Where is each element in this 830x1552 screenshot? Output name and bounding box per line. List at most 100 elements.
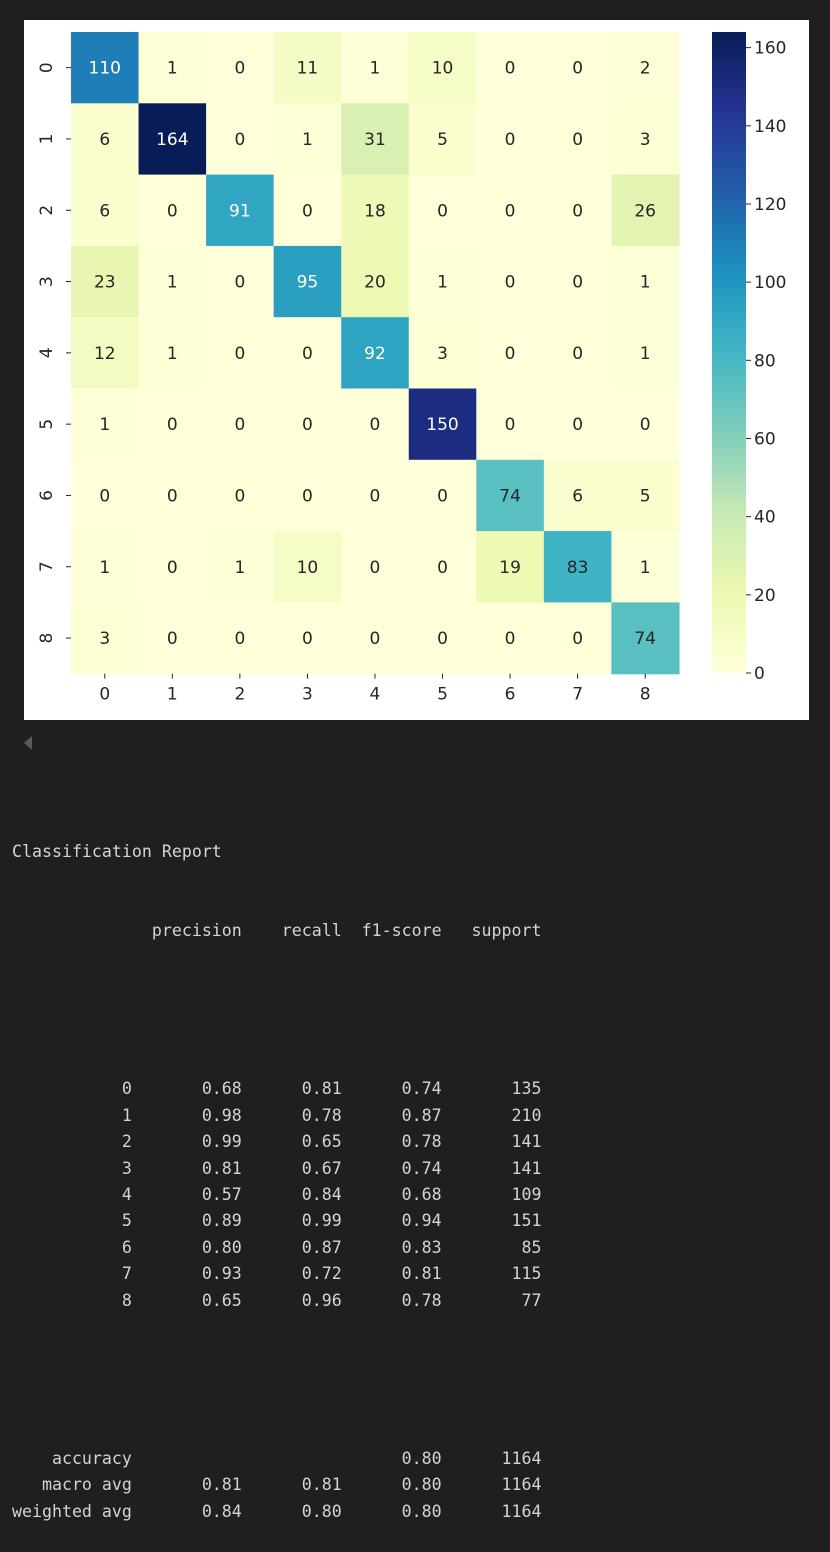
heatmap-cell <box>206 174 275 247</box>
heatmap-cell <box>206 32 275 104</box>
cell-value-label: 6 <box>572 486 583 506</box>
cell-value-label: 0 <box>437 486 448 506</box>
heatmap-cell <box>611 103 680 176</box>
heatmap-cell <box>408 531 477 603</box>
heatmap-cell <box>71 103 140 176</box>
y-tick-label: 2 <box>37 205 57 216</box>
cell-value-label: 10 <box>432 59 454 79</box>
colorbar-tick-label: 80 <box>754 351 776 371</box>
cell-value-label: 1 <box>370 59 381 79</box>
colorbar-tick-label: 100 <box>754 273 786 293</box>
cell-value-label: 1 <box>167 59 178 79</box>
heatmap-cell <box>341 245 410 318</box>
heatmap-cell <box>408 32 477 104</box>
cell-value-label: 0 <box>167 558 178 578</box>
cell-value-label: 0 <box>234 59 245 79</box>
cell-value-label: 0 <box>572 201 583 221</box>
heatmap-cell <box>611 245 680 318</box>
cell-value-label: 1 <box>640 558 651 578</box>
cell-value-label: 6 <box>99 201 110 221</box>
cell-value-label: 0 <box>234 344 245 364</box>
y-tick-label: 7 <box>37 561 57 572</box>
cell-value-label: 0 <box>572 130 583 150</box>
x-tick-label: 5 <box>437 685 448 705</box>
report-spacer <box>12 997 542 1023</box>
colorbar-tick-label: 120 <box>754 195 786 215</box>
x-tick-label: 7 <box>572 685 583 705</box>
cell-value-label: 1 <box>640 344 651 364</box>
report-spacer <box>12 1367 542 1393</box>
heatmap-cell <box>71 459 140 532</box>
heatmap-cell <box>476 317 545 390</box>
y-tick-label: 4 <box>37 347 57 358</box>
heatmap-cell <box>273 245 342 318</box>
report-row: 5 0.89 0.99 0.94 151 <box>12 1211 542 1231</box>
cell-value-label: 0 <box>234 273 245 293</box>
heatmap-cell <box>273 602 342 675</box>
cell-value-label: 0 <box>234 130 245 150</box>
heatmap-cell <box>543 531 612 603</box>
heatmap-cell <box>273 103 342 176</box>
report-row: 4 0.57 0.84 0.68 109 <box>12 1184 542 1204</box>
confusion-matrix-figure: 110 1 0 11 1 10 0 0 2 6 164 0 1 31 5 0 0 3 6 0 91 0 18 0 0 0 26 23 1… <box>24 20 809 720</box>
cell-value-label: 0 <box>437 558 448 578</box>
cell-value-label: 0 <box>302 486 313 506</box>
heatmap-cell <box>138 531 207 603</box>
report-row: 6 0.80 0.87 0.83 85 <box>12 1237 542 1257</box>
cell-value-label: 0 <box>302 415 313 435</box>
heatmap-cell <box>543 317 612 390</box>
cell-value-label: 3 <box>640 130 651 150</box>
heatmap-cell <box>543 245 612 318</box>
report-class-rows: 0 0.68 0.81 0.74 135 1 0.98 0.78 0.87 21… <box>12 1076 542 1314</box>
y-tick-label: 8 <box>37 633 57 644</box>
cell-value-label: 0 <box>505 130 516 150</box>
x-tick-label: 0 <box>99 685 110 705</box>
heatmap-cell <box>273 531 342 603</box>
heatmap-cell <box>611 317 680 390</box>
cell-value-label: 12 <box>94 344 116 364</box>
report-row: 3 0.81 0.67 0.74 141 <box>12 1158 542 1178</box>
heatmap-cell <box>611 459 680 532</box>
cell-value-label: 0 <box>505 415 516 435</box>
heatmap-cell <box>408 602 477 675</box>
cell-value-label: 74 <box>499 486 521 506</box>
heatmap-cell <box>138 317 207 390</box>
cell-value-label: 0 <box>99 486 110 506</box>
cell-value-label: 92 <box>364 344 386 364</box>
heatmap-cell <box>138 174 207 247</box>
heatmap-cell <box>611 32 680 104</box>
y-tick-label: 1 <box>37 134 57 145</box>
x-tick-label: 6 <box>505 685 516 705</box>
report-row: 2 0.99 0.65 0.78 141 <box>12 1132 542 1152</box>
heatmap-cell <box>138 32 207 104</box>
heatmap-cell <box>206 459 275 532</box>
cell-value-label: 0 <box>505 344 516 364</box>
heatmap-cell <box>543 388 612 461</box>
heatmap-cell <box>71 174 140 247</box>
cell-value-label: 31 <box>364 130 386 150</box>
cell-value-label: 150 <box>426 415 458 435</box>
cell-value-label: 3 <box>99 629 110 649</box>
colorbar <box>712 32 746 673</box>
cell-value-label: 1 <box>302 130 313 150</box>
cell-value-label: 2 <box>640 59 651 79</box>
heatmap-cell <box>543 174 612 247</box>
heatmap-cell <box>71 531 140 603</box>
cell-value-label: 95 <box>297 273 319 293</box>
heatmap-cell <box>273 317 342 390</box>
report-row: weighted avg 0.84 0.80 0.80 1164 <box>12 1501 542 1521</box>
heatmap-cell <box>138 602 207 675</box>
report-row: 1 0.98 0.78 0.87 210 <box>12 1105 542 1125</box>
colorbar-tick-label: 60 <box>754 429 776 449</box>
cell-value-label: 0 <box>572 344 583 364</box>
heatmap-cell <box>611 388 680 461</box>
heatmap-cell <box>206 602 275 675</box>
cell-value-label: 0 <box>572 629 583 649</box>
heatmap-cell <box>71 602 140 675</box>
heatmap-cell <box>341 531 410 603</box>
cell-value-label: 26 <box>634 201 656 221</box>
heatmap-cell <box>138 459 207 532</box>
heatmap-cell <box>71 245 140 318</box>
cell-value-label: 0 <box>505 59 516 79</box>
scroll-left-icon[interactable] <box>24 736 32 750</box>
